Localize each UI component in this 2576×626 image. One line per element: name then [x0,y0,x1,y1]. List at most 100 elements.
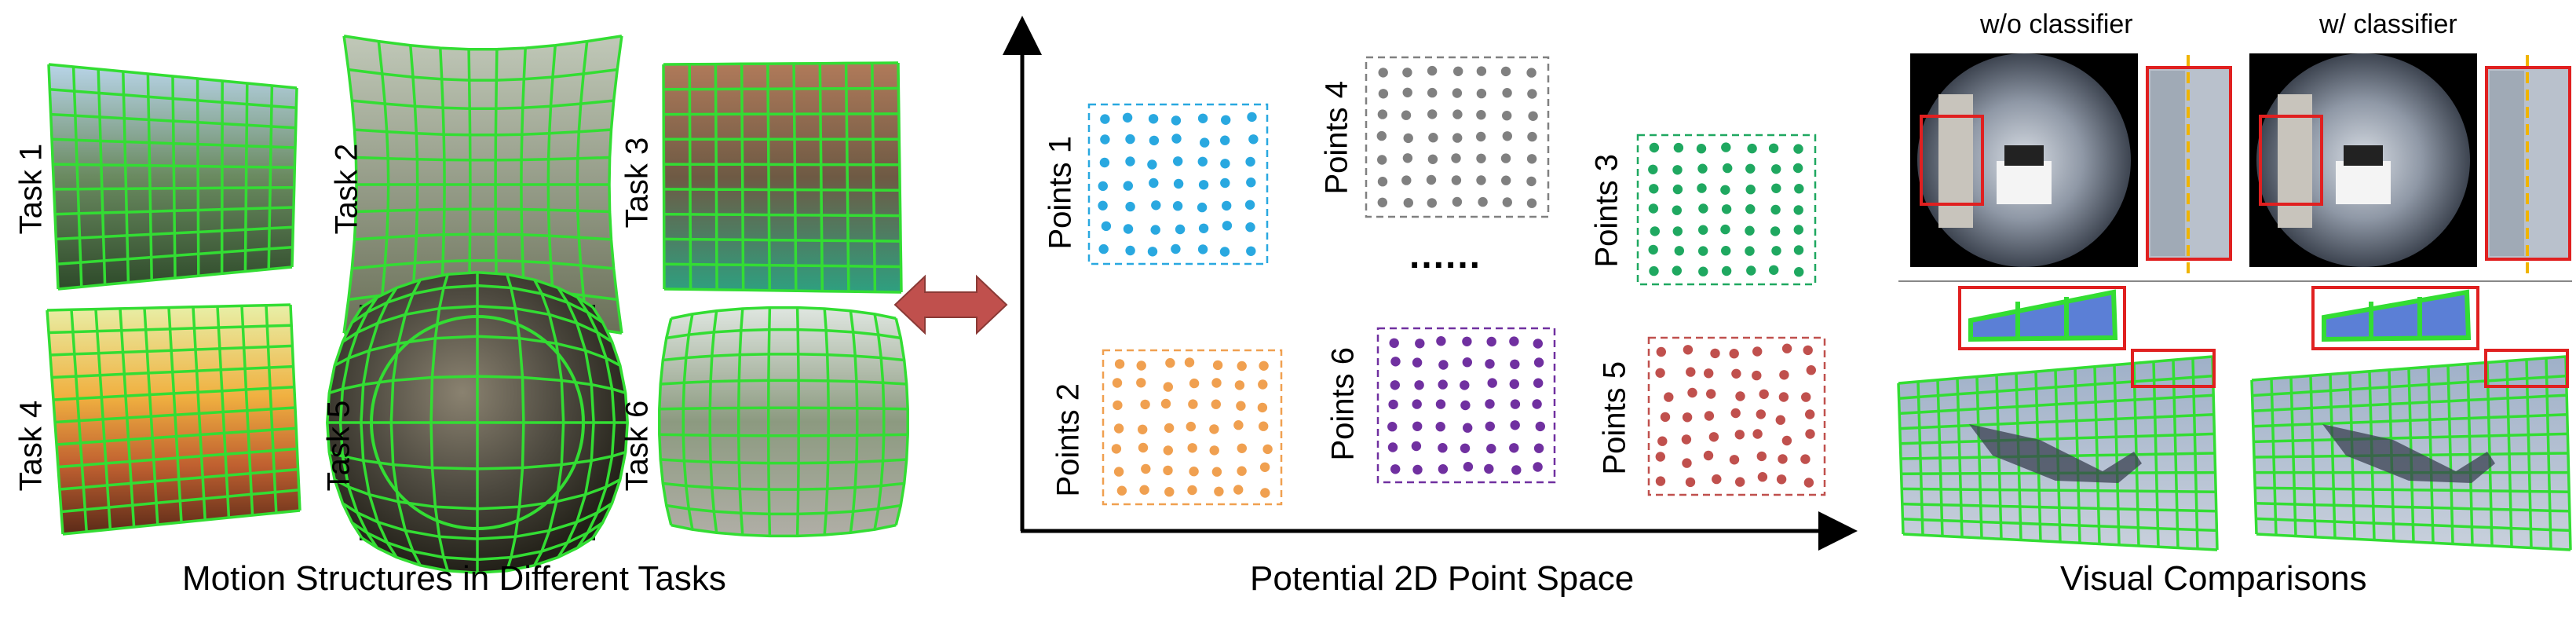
task2-grid-hline [352,259,614,270]
point [1171,115,1182,126]
point [1113,467,1124,477]
point [1803,478,1814,488]
point [1452,133,1463,143]
point [1510,359,1520,369]
point [1509,336,1519,346]
point [1501,175,1511,185]
task6-grid-hline [670,306,897,320]
point [1163,465,1173,476]
comparison-without-fisheye-headboard [2004,145,2044,166]
comparison-without-jet-grid-vline [2211,356,2219,551]
point [1147,247,1158,257]
comparison-without-jet-grid-vline [2172,360,2180,548]
point [1098,243,1109,254]
task3-grid-hline [663,287,902,294]
point [1247,112,1257,123]
point [1376,130,1387,141]
point [1112,378,1123,388]
point [1781,343,1792,353]
point [1237,361,1247,372]
point [1172,201,1183,211]
point [1528,111,1538,121]
point [1486,444,1496,454]
task5-sphere-vline [591,306,629,539]
point [1768,143,1779,153]
comparison-with-jet-grid-vline [2309,375,2317,537]
task4-grid-vline [265,305,278,514]
point [1649,265,1659,276]
point [1682,458,1692,468]
task6-grid-hline [660,379,907,386]
task3-grid-hline [663,188,901,192]
point [1729,455,1740,465]
point [1697,163,1708,174]
points-box-border [1376,327,1556,484]
point [1163,445,1174,456]
point [1245,222,1255,232]
point [1486,336,1496,347]
point [1527,89,1537,99]
comparison-without-fisheye-door-frame [1938,94,1973,228]
comparison-with-fisheye-bed [2336,161,2391,204]
point [1805,409,1815,419]
point [1660,412,1671,423]
point [1476,131,1486,142]
task2-grid-vline [467,49,472,320]
point [1460,443,1471,453]
task3-grid-hline [663,86,899,91]
point [1245,156,1255,167]
point [1427,109,1438,119]
comparison-without-jet [1897,286,2219,551]
point [1233,420,1244,430]
column-label-without: w/o classifier [1980,9,2133,39]
comparison-without-jet-grid-vline [2152,361,2160,547]
point [1509,443,1519,453]
point [1801,392,1811,402]
task1-grid-vline [267,85,274,269]
point [1175,224,1186,235]
point [1211,467,1222,477]
point [1706,389,1716,399]
point [1123,181,1134,191]
point [1125,156,1135,167]
point [1197,244,1208,254]
task1-grid [47,63,298,291]
point [1778,392,1789,402]
task2-grid-hline [354,128,612,137]
point [1234,380,1245,390]
point [1681,434,1692,445]
point [1657,436,1668,446]
point [1735,391,1745,401]
left-caption: Motion Structures in Different Tasks [182,559,726,598]
task4-grid [46,303,301,536]
ellipsis: ...... [1409,235,1482,276]
comparison-with-jet-grid-vline [2250,379,2258,535]
column-label-with: w/ classifier [2319,9,2457,39]
point [1451,175,1462,185]
point [1712,474,1722,485]
comparison-with-jet-grid-vline [2446,365,2454,544]
point [1438,464,1449,474]
point [1781,435,1792,446]
point [1257,402,1268,413]
point [1746,265,1756,276]
point [1262,444,1273,455]
point [1721,142,1731,152]
point [1389,338,1399,348]
task6-grid-vline [658,317,673,526]
point [1438,443,1448,453]
point [1648,244,1658,255]
task3-grid-hline [663,262,901,269]
point [1478,196,1488,207]
point [1160,398,1171,409]
point [1390,357,1401,367]
point [1806,365,1816,375]
point [1745,225,1755,236]
point [1793,144,1803,154]
point [1184,357,1195,368]
point [1452,88,1463,98]
task3-grid-vline [897,62,903,293]
comparison-with-jet [2250,286,2572,551]
point [1485,421,1496,431]
comparison-with-fisheye-door-frame [2278,94,2312,228]
